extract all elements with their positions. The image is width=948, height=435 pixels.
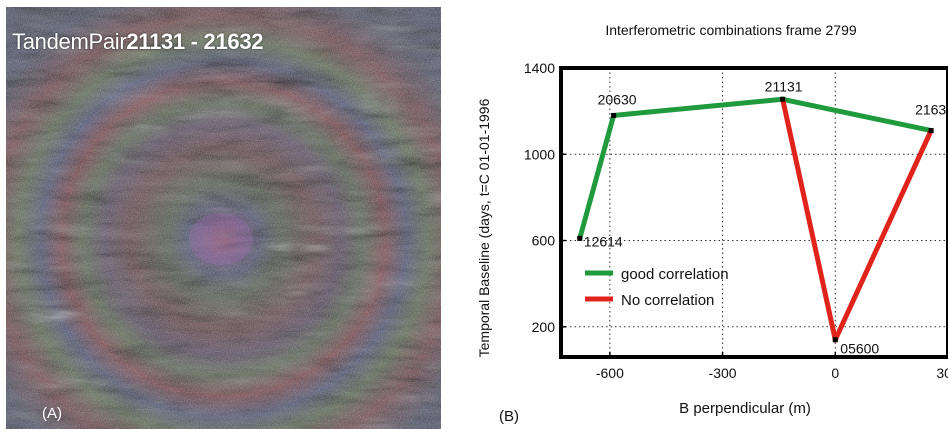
- segment-no-correlation-21131-05600: [780, 96, 838, 343]
- x-tick-label: -600: [596, 365, 624, 381]
- grid-lines: [561, 68, 948, 357]
- legend-label-no-correlation: No correlation: [621, 292, 714, 309]
- x-tick-label: 300: [936, 365, 948, 381]
- baseline-chart: Interferometric combinations frame 2799 …: [476, 22, 948, 425]
- y-tick-label: 1400: [524, 60, 555, 76]
- point-label-12614: 12614: [584, 233, 623, 249]
- panel-b-label: (B): [499, 408, 519, 425]
- y-tick-label: 1000: [524, 146, 555, 162]
- data-points: 12614 20630 21131 21632 05600: [577, 78, 948, 357]
- point-21131: [780, 96, 786, 102]
- legend: good correlation No correlation: [585, 266, 729, 309]
- segment-no-correlation-05600-21632: [832, 128, 934, 343]
- chart-title: Interferometric combinations frame 2799: [605, 22, 857, 38]
- axis-ticks: -600 -300 0 300 200 600 1000 1400: [524, 60, 948, 381]
- baseline-chart-panel: Interferometric combinations frame 2799 …: [445, 0, 948, 435]
- tandem-pair-title: TandemPair21131 - 21632: [12, 29, 264, 54]
- point-label-21131: 21131: [765, 78, 803, 94]
- point-21632: [928, 128, 934, 134]
- point-label-21632: 21632: [915, 102, 948, 118]
- point-label-05600: 05600: [840, 341, 879, 357]
- plot-frame: [559, 66, 948, 359]
- y-axis-label: Temporal Baseline (days, t=C 01-01-1996: [476, 98, 492, 357]
- y-tick-label: 200: [532, 319, 556, 335]
- point-05600: [832, 337, 838, 343]
- point-label-20630: 20630: [598, 91, 637, 107]
- interferogram-panel: TandemPair21131 - 21632 (A): [6, 7, 441, 429]
- x-tick-label: 0: [831, 365, 839, 381]
- y-tick-label: 600: [532, 233, 556, 249]
- segment-good-correlation-20630-21131: [611, 96, 786, 118]
- point-12614: [577, 235, 583, 241]
- panel-a-label: (A): [42, 405, 62, 422]
- legend-label-good-correlation: good correlation: [621, 266, 729, 283]
- series-lines: [577, 96, 934, 343]
- segment-good-correlation-21131-21632: [780, 96, 934, 134]
- segment-good-correlation-12614-20630: [577, 112, 617, 241]
- interferogram-image: [6, 7, 441, 429]
- x-axis-label: B perpendicular (m): [679, 400, 811, 417]
- point-20630: [611, 112, 617, 118]
- x-tick-label: -300: [709, 365, 737, 381]
